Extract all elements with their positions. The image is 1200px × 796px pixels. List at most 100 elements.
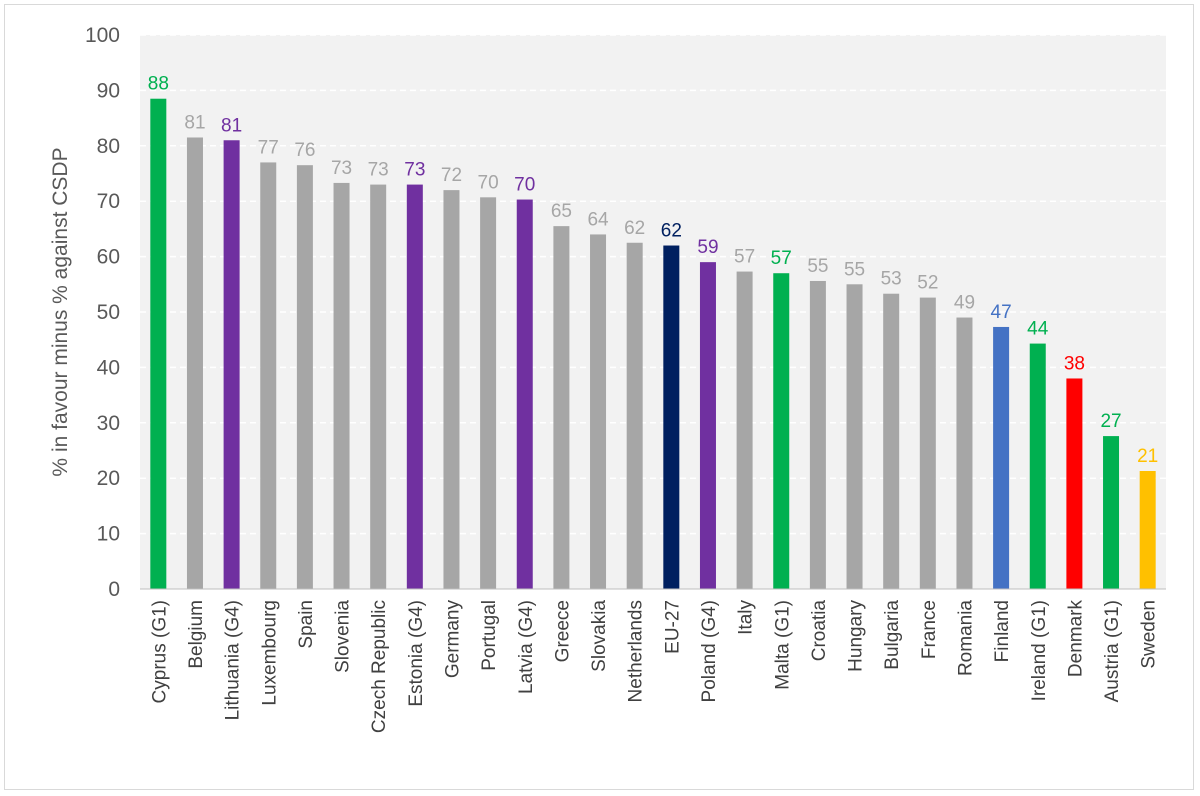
data-label: 55 (844, 259, 865, 280)
bar (480, 197, 497, 589)
category-label: Ireland (G1) (1029, 600, 1050, 701)
category-label: Belgium (186, 600, 207, 669)
data-label: 81 (184, 112, 205, 133)
data-label: 44 (1027, 319, 1049, 340)
category-label: France (919, 600, 940, 659)
data-label: 62 (624, 218, 645, 239)
bar (516, 199, 533, 589)
bar (883, 293, 900, 589)
category-label: Estonia (G4) (406, 600, 427, 707)
category-label: Hungary (846, 600, 867, 672)
data-label: 57 (771, 248, 792, 269)
y-tick-label: 100 (85, 24, 120, 47)
data-label: 72 (441, 165, 462, 186)
y-tick-label: 20 (97, 467, 120, 490)
data-label: 73 (404, 160, 425, 181)
category-label: Slovenia (333, 600, 354, 673)
y-tick-label: 50 (97, 301, 120, 324)
bar (333, 182, 350, 589)
data-label: 88 (148, 74, 169, 95)
data-label: 27 (1100, 411, 1121, 432)
data-label: 77 (258, 137, 279, 158)
data-label: 73 (331, 158, 352, 179)
data-label: 52 (917, 273, 938, 294)
bar (406, 184, 423, 589)
category-label: Bulgaria (882, 600, 903, 670)
bar (699, 262, 716, 589)
bar (736, 271, 753, 589)
category-label: Croatia (809, 600, 830, 662)
bar (370, 184, 387, 589)
bar (186, 137, 203, 590)
bar (956, 317, 973, 589)
category-label: Spain (296, 600, 317, 649)
data-label: 53 (881, 269, 902, 290)
bar (150, 98, 167, 590)
y-tick-label: 10 (97, 523, 120, 546)
bar (993, 326, 1010, 589)
bar (1066, 378, 1083, 589)
category-label: Cyprus (G1) (149, 600, 170, 703)
y-tick-label: 80 (97, 135, 120, 158)
category-label: Portugal (479, 600, 500, 671)
bar (443, 190, 460, 589)
data-label: 64 (587, 209, 609, 230)
data-label: 73 (368, 160, 389, 181)
category-label: Czech Republic (369, 600, 390, 733)
y-tick-label: 40 (97, 356, 120, 379)
data-label: 59 (697, 237, 718, 258)
bar (296, 165, 313, 589)
data-labels: 88 81 81 77 76 73 73 73 72 70 70 65 64 62 62 59 57 57 55 55… (148, 74, 1158, 467)
category-label: Slovakia (589, 600, 610, 672)
data-label: 55 (807, 256, 828, 277)
bar (1103, 436, 1120, 589)
data-label: 47 (991, 302, 1012, 323)
category-label: Finland (992, 600, 1013, 662)
category-label: Latvia (G4) (516, 600, 537, 694)
data-label: 81 (221, 115, 242, 136)
y-tick-label: 0 (108, 578, 120, 601)
data-label: 57 (734, 247, 755, 268)
category-label: EU-27 (662, 600, 683, 654)
y-tick-label: 70 (97, 190, 120, 213)
data-label: 21 (1137, 446, 1158, 467)
category-label: Lithuania (G4) (223, 600, 244, 720)
y-tick-label: 90 (97, 79, 120, 102)
bar (1139, 470, 1156, 589)
bar-chart: 0 10 20 30 40 50 60 70 80 90 100 88 81 81 77 76 73 73 73 7… (49, 24, 1166, 734)
bar (626, 242, 643, 589)
y-tick-label: 30 (97, 412, 120, 435)
category-label: Italy (736, 600, 757, 635)
bar (919, 297, 936, 589)
data-label: 76 (294, 140, 315, 161)
category-label: Romania (955, 600, 976, 676)
category-label: Luxembourg (259, 600, 280, 706)
bar (846, 284, 863, 589)
bar (553, 226, 570, 589)
category-label: Sweden (1139, 600, 1160, 669)
category-label: Poland (G4) (699, 600, 720, 702)
chart-frame: 0 10 20 30 40 50 60 70 80 90 100 88 81 81 77 76 73 73 73 7… (4, 4, 1194, 790)
category-label: Greece (552, 600, 573, 662)
bar (260, 162, 277, 590)
category-label: Malta (G1) (772, 600, 793, 690)
category-labels: Cyprus (G1) Belgium Lithuania (G4) Luxembou… (149, 600, 1159, 734)
data-label: 65 (551, 201, 572, 222)
category-label: Denmark (1065, 600, 1086, 678)
y-axis-title: % in favour minus % against CSDP (49, 147, 72, 476)
bar (809, 280, 826, 589)
category-label: Germany (442, 600, 463, 679)
category-label: Netherlands (626, 600, 647, 702)
data-label: 49 (954, 293, 975, 314)
bars (150, 98, 1156, 590)
bar (663, 245, 680, 589)
category-label: Austria (G1) (1102, 600, 1123, 702)
bar (773, 273, 790, 589)
data-label: 38 (1064, 353, 1085, 374)
y-axis-ticks: 0 10 20 30 40 50 60 70 80 90 100 (85, 24, 120, 601)
data-label: 62 (661, 221, 682, 242)
bar (223, 140, 240, 589)
data-label: 70 (514, 175, 535, 196)
data-label: 70 (478, 172, 499, 193)
y-tick-label: 60 (97, 246, 120, 269)
